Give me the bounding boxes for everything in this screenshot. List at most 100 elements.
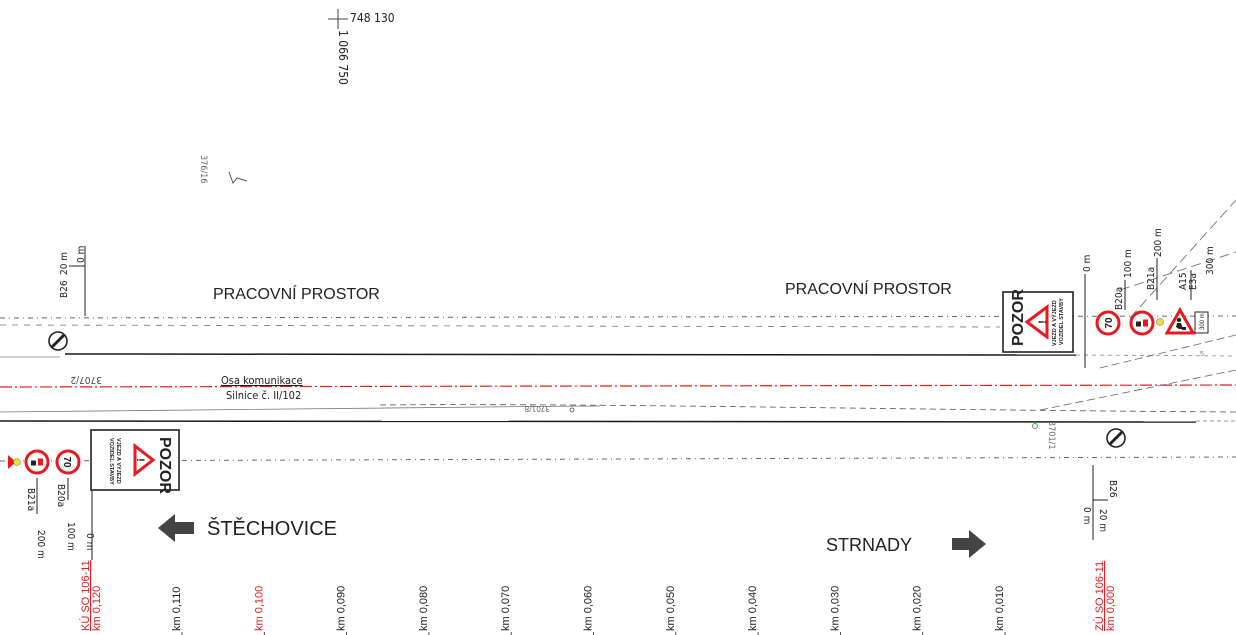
warning-sign-partial-lower [8, 455, 16, 469]
chainage-mark: km 0,030 [829, 586, 841, 631]
lower-right-sign-post: B26 20 m 0 m [1081, 465, 1118, 540]
end-of-restrictions-sign-left [47, 330, 69, 352]
roadworks-warning-sign-upper [1165, 308, 1195, 335]
chainage-mark: km 0,080 [418, 586, 430, 631]
warning-board-line2-upper: VOZIDEL STAVBY [1059, 298, 1065, 345]
arrow-right-icon [952, 530, 986, 558]
direction-label-strnady: STRNADY [826, 535, 912, 555]
parcel-number-right: 3701/1 [1046, 421, 1056, 449]
sign-distance-b20a-lower: 100 m [65, 522, 76, 551]
chainage-mark: km 0,060 [583, 586, 595, 631]
chainage-mark: km 0,070 [500, 586, 512, 631]
sign-code-b20a-lower: B20a [55, 484, 66, 507]
warning-light-lower [13, 458, 21, 466]
warning-board-line2-lower: VOZIDEL STAVBY [108, 438, 114, 485]
arrow-left-icon [158, 514, 194, 542]
sign-zero-lower-right: 0 m [1081, 507, 1092, 524]
upper-right-zero-post: 0 m [1082, 255, 1093, 368]
chainage-end-label: ZÚ SO 106-11 [1093, 561, 1106, 631]
sign-distance-b26-upper: 20 m [59, 252, 70, 275]
svg-text:5: 5 [1200, 351, 1204, 358]
direction-arrow-stechovice: ŠTĚCHOVICE [158, 514, 337, 542]
sign-zero-upper-left: 0 m [76, 246, 87, 263]
work-area-label-right: PRACOVNÍ PROSTOR [785, 279, 952, 298]
upper-sign-a15: A15 E3a 300 m 300 m [1165, 246, 1216, 335]
upper-sign-b21a: B21a 200 m [1129, 228, 1164, 336]
sign-code-b26-upper: B26 [59, 280, 70, 298]
sign-code-b21a-lower: B21a [25, 488, 36, 511]
warning-board-line1-upper: VJEZD A VÝJEZD [1051, 300, 1058, 346]
sign-code-b26-lower: B26 [1107, 480, 1118, 498]
sign-zero-lower-left: 0 m [84, 533, 95, 550]
chainage-start-km: km 0,120 [91, 586, 103, 631]
warning-board-upper: POZOR ! VJEZD A VÝJEZD VOZIDEL STAVBY [1002, 289, 1074, 353]
existing-edge-upper-right [1075, 354, 1236, 357]
road-name-label: Silnice č. II/102 [226, 389, 301, 402]
svg-text:!: ! [1037, 320, 1049, 324]
direction-arrow-strnady: STRNADY [826, 530, 986, 558]
survey-point: 748 130 1 066 750 [328, 9, 395, 85]
parcel-boundary-lower [379, 404, 1236, 413]
sign-zero-upper-right: 0 m [1082, 255, 1093, 272]
chainage-scale: KÚ SO 106-11 km 0,120 ZÚ SO 106-11 km 0,… [79, 560, 1117, 635]
sign-distance-b21a-lower: 200 m [35, 530, 46, 559]
chainage-mark: km 0,040 [747, 586, 759, 631]
chainage-start-label: KÚ SO 106-11 [79, 560, 92, 631]
no-overtaking-sign-upper [1129, 310, 1155, 336]
warning-board-line1-lower: VJEZD A VÝJEZD [115, 438, 122, 484]
chainage-mark: km 0,050 [665, 586, 677, 631]
road-lines [0, 199, 1236, 462]
end-of-restrictions-sign-right [1105, 427, 1127, 449]
sign-distance-b20a-upper: 100 m [1123, 249, 1134, 278]
upper-left-sign-post: B26 20 m 0 m [59, 246, 87, 316]
parcel-number-middle: 3701/8 [524, 404, 550, 413]
speed-limit-value-upper: 70 [1104, 317, 1115, 329]
distance-plate-upper: 300 m [1200, 313, 1206, 330]
road-axis-line [0, 384, 1236, 388]
lower-sign-b21a: B21a 200 m [25, 478, 46, 559]
parcel-number-top-left: 376/16 [198, 155, 208, 183]
survey-y-coordinate: 748 130 [350, 11, 395, 25]
svg-text:!: ! [134, 458, 146, 462]
sign-distance-b26-lower: 20 m [1097, 509, 1108, 532]
work-area-label-left: PRACOVNÍ PROSTOR [213, 284, 380, 303]
lower-sign-b20a: B20a 100 m [55, 478, 76, 551]
speed-limit-value-lower: 70 [61, 456, 72, 468]
parcel-number-left-road: 3707/2 [70, 374, 102, 385]
lower-left-zero-post: 0 m [84, 490, 95, 560]
upper-sign-b20a: B20a 100 m 70 [1095, 249, 1134, 336]
warning-board-title-upper: POZOR [1010, 289, 1027, 346]
chainage-mark: km 0,100 [253, 586, 265, 631]
chainage-mark: km 0,110 [171, 587, 183, 631]
road-axis-label: Osa komunikace [221, 374, 303, 387]
terrain-mark [228, 171, 248, 185]
sign-distance-b21a-upper: 200 m [1153, 228, 1164, 257]
survey-x-coordinate: 1 066 750 [336, 30, 350, 85]
chainage-mark: km 0,020 [912, 586, 924, 631]
chainage-mark: km 0,090 [336, 586, 348, 631]
sign-distance-a15-upper: 300 m [1205, 246, 1216, 275]
junction-line-1 [1039, 369, 1236, 411]
direction-label-stechovice: ŠTĚCHOVICE [207, 517, 337, 540]
survey-marker [569, 407, 575, 413]
warning-light-upper [1156, 318, 1164, 326]
sign-code-a15-upper: A15 [1178, 272, 1189, 290]
warning-board-title-lower: POZOR [156, 437, 173, 494]
work-zone-boundary-lower [0, 456, 1236, 462]
dashed-line-upper [0, 324, 1001, 328]
no-overtaking-sign-lower [24, 449, 50, 475]
road-edge-lower [0, 420, 1197, 423]
green-marker [1032, 423, 1038, 429]
junction-line-3 [1129, 199, 1236, 319]
sign-code-b21a-upper: B21a [1146, 267, 1157, 290]
junction-line-2 [1099, 334, 1236, 369]
road-edge-upper [64, 353, 1077, 356]
work-zone-boundary-upper [0, 315, 1236, 319]
junction-line-4 [1119, 251, 1236, 291]
sign-code-e3a-upper: E3a [1188, 273, 1199, 290]
chainage-end-km: km 0,000 [1105, 586, 1117, 631]
chainage-mark: km 0,010 [994, 586, 1006, 631]
parcel-line-lower-left [0, 405, 601, 413]
sign-code-b20a-upper: B20a [1114, 287, 1125, 310]
